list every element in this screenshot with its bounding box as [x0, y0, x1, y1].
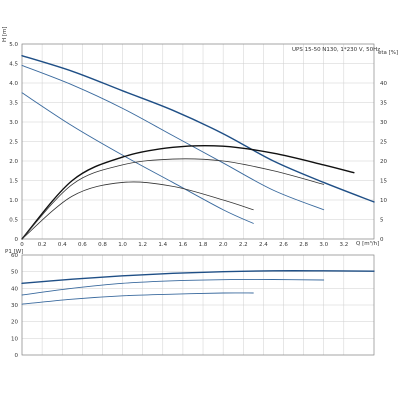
x-tick-label: 2.8: [299, 242, 308, 248]
head-curve-speed-3: [21, 55, 375, 203]
x-tick-label: 2.0: [219, 242, 228, 248]
upper-plot-frame: [21, 43, 375, 240]
x-tick-label: 0.2: [38, 242, 47, 248]
y2-axis-label-eta: eta [%]: [378, 50, 398, 56]
power-tick-label: 20: [11, 320, 18, 326]
x-tick-label: 1.2: [138, 242, 147, 248]
axis-ticks: 0 0.2 0.4 0.6 0.8 1.0 1.2 1.4 1.6 1.8 2.0 2.2 2.4 2.6…: [9, 42, 387, 359]
chart-title: UPS 15-50 N130, 1*230 V, 50Hz: [292, 47, 380, 53]
lower-grid: [21, 254, 374, 356]
power-curve-speed-2: [21, 279, 325, 296]
x-tick-label: 1.6: [179, 242, 188, 248]
y-axis-label-power: P1 [W]: [5, 249, 23, 255]
y2-tick-label: 25: [380, 140, 387, 146]
x-tick-label: 0: [20, 242, 24, 248]
lower-series: [21, 270, 375, 305]
x-tick-label: 1.0: [118, 242, 127, 248]
power-tick-label: 30: [11, 303, 18, 309]
power-tick-label: 40: [11, 286, 18, 292]
power-tick-label: 60: [11, 253, 18, 259]
y-tick-label: 3.0: [9, 120, 18, 126]
head-curve-speed-2: [21, 65, 325, 211]
y2-tick-label: 35: [380, 101, 387, 107]
y2-tick-label: 0: [380, 237, 384, 243]
upper-series: [21, 55, 375, 240]
power-curve-speed-3: [21, 270, 375, 285]
efficiency-curve-speed-2: [21, 158, 325, 240]
y2-tick-label: 30: [380, 120, 387, 126]
lower-plot-frame: [21, 254, 375, 356]
power-tick-label: 0: [15, 353, 19, 359]
x-tick-label: 1.8: [199, 242, 208, 248]
y-tick-label: 4.5: [9, 62, 18, 68]
y-tick-label: 2.5: [9, 140, 18, 146]
y-tick-label: 4.0: [9, 81, 18, 87]
x-tick-label: 3.2: [339, 242, 348, 248]
x-tick-label: 2.2: [239, 242, 248, 248]
x-tick-label: 2.4: [259, 242, 268, 248]
y-tick-label: 2.0: [9, 159, 18, 165]
y-tick-label: 0.5: [9, 218, 18, 224]
head-curve-speed-1: [21, 92, 254, 224]
power-tick-label: 10: [11, 336, 18, 342]
y-tick-label: 1.0: [9, 198, 18, 204]
x-tick-label: 1.4: [158, 242, 167, 248]
x-tick-label: 0.4: [58, 242, 67, 248]
power-curve-speed-1: [21, 292, 254, 305]
x-axis-label: Q [m³/h]: [356, 240, 379, 247]
x-tick-label: 2.6: [279, 242, 288, 248]
y2-tick-label: 20: [380, 159, 387, 165]
power-tick-label: 50: [11, 270, 18, 276]
efficiency-curve-speed-3: [21, 144, 355, 240]
efficiency-curve-speed-1: [21, 181, 254, 240]
y-tick-label: 5.0: [9, 42, 18, 48]
x-tick-label: 3.0: [319, 242, 328, 248]
y2-tick-label: 5: [380, 218, 384, 224]
y2-tick-label: 40: [380, 81, 387, 87]
x-tick-label: 0.6: [78, 242, 87, 248]
y-tick-label: 1.5: [9, 179, 18, 185]
y2-tick-label: 15: [380, 179, 387, 185]
y-tick-label: 0: [15, 237, 19, 243]
upper-grid: [21, 43, 374, 240]
x-tick-label: 0.8: [98, 242, 107, 248]
y-tick-label: 3.5: [9, 101, 18, 107]
y-axis-label-head: H [m]: [2, 26, 8, 42]
y2-tick-label: 10: [380, 198, 387, 204]
